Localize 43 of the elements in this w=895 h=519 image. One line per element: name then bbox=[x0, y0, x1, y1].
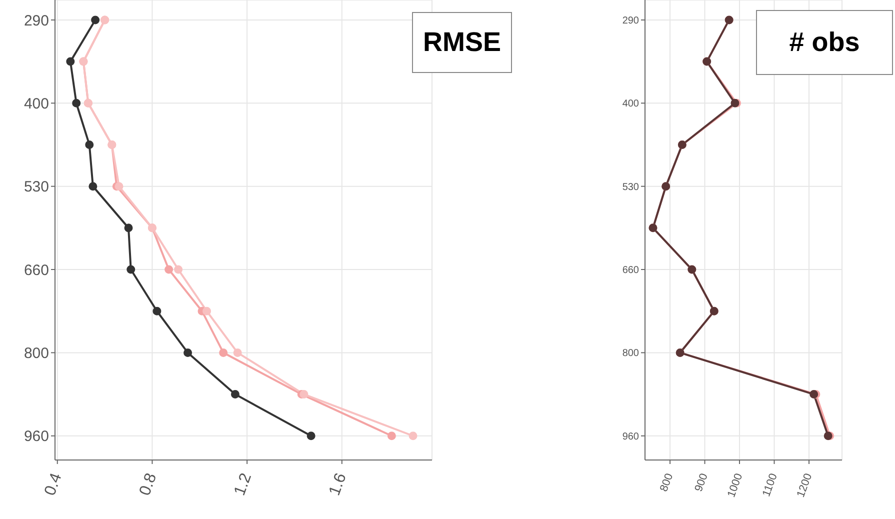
x-tick-label: 1.2 bbox=[231, 471, 256, 498]
point bbox=[233, 348, 242, 357]
point bbox=[219, 348, 228, 357]
point bbox=[114, 182, 124, 191]
y-tick-label: 960 bbox=[24, 428, 49, 446]
text: RMSE bbox=[412, 12, 512, 73]
y-tick-label: 800 bbox=[24, 345, 49, 362]
x-tick-label: 0.8 bbox=[136, 471, 160, 498]
y-tick-label: 400 bbox=[622, 98, 640, 110]
point bbox=[85, 140, 94, 149]
x-tick-label: 1100 bbox=[760, 472, 780, 498]
x-tick-label: 0.4 bbox=[42, 471, 66, 498]
point bbox=[66, 57, 75, 66]
point bbox=[88, 182, 98, 191]
y-tick-label: 530 bbox=[24, 178, 49, 196]
point bbox=[184, 348, 192, 357]
y-tick-label: 660 bbox=[24, 262, 49, 279]
point bbox=[152, 306, 162, 316]
x-tick-label: 800 bbox=[658, 472, 676, 494]
point bbox=[408, 432, 418, 440]
point bbox=[91, 16, 100, 24]
y-tick-label: 530 bbox=[622, 182, 640, 193]
y-tick-label: 290 bbox=[24, 12, 49, 30]
point bbox=[387, 432, 396, 440]
point bbox=[230, 390, 240, 399]
point bbox=[126, 265, 136, 274]
text: # obs bbox=[756, 10, 893, 75]
y-tick-label: 660 bbox=[622, 265, 640, 276]
y-tick-label: 960 bbox=[622, 431, 640, 442]
y-tick-label: 400 bbox=[24, 95, 49, 112]
point bbox=[174, 265, 183, 274]
y-tick-label: 800 bbox=[622, 348, 640, 360]
x-tick-label: 1200 bbox=[794, 472, 815, 500]
y-tick-label: 290 bbox=[622, 16, 640, 27]
x-tick-label: 900 bbox=[692, 472, 710, 494]
point bbox=[306, 432, 316, 440]
point bbox=[124, 224, 133, 232]
point bbox=[164, 265, 174, 274]
x-tick-label: 1000 bbox=[725, 472, 746, 500]
point bbox=[202, 306, 211, 316]
point bbox=[72, 98, 81, 108]
x-tick-label: 1.6 bbox=[326, 471, 350, 498]
point bbox=[300, 390, 308, 399]
